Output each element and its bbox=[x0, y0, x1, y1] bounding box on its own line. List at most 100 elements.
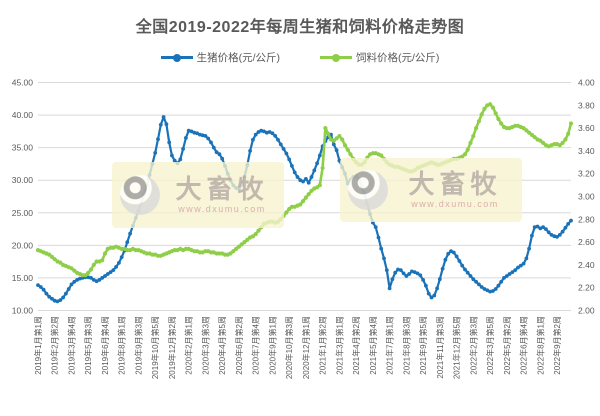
series-point bbox=[167, 140, 172, 145]
dxumu-logo-icon bbox=[348, 170, 388, 210]
series-point bbox=[541, 225, 545, 230]
x-axis-tick: 2022年9月第2周 bbox=[552, 316, 562, 375]
y-axis-right-tick: 3.20 bbox=[578, 169, 595, 179]
series-point bbox=[529, 132, 535, 137]
series-point bbox=[295, 175, 300, 179]
series-point bbox=[546, 230, 551, 235]
x-axis-tick: 2021年1月第2周 bbox=[318, 316, 328, 375]
series-point bbox=[331, 142, 336, 147]
series-point bbox=[424, 283, 428, 288]
series-point bbox=[568, 121, 574, 126]
series-point bbox=[236, 244, 241, 249]
series-point bbox=[426, 291, 431, 296]
series-point bbox=[560, 229, 565, 234]
series-point bbox=[541, 140, 546, 145]
dxumu-logo-icon bbox=[120, 175, 160, 215]
watermark-url: www.dxumu.com bbox=[411, 199, 499, 209]
series-point bbox=[493, 287, 498, 291]
y-axis-left-tick: 30.00 bbox=[12, 175, 34, 185]
legend-label-pig-price: 生猪价格(元/公斤) bbox=[196, 52, 280, 64]
series-point bbox=[454, 254, 459, 259]
series-point bbox=[379, 246, 384, 251]
series-point bbox=[521, 126, 526, 131]
y-axis-right-tick: 2.80 bbox=[578, 214, 595, 224]
series-point bbox=[563, 225, 568, 230]
series-point bbox=[114, 265, 118, 269]
series-point bbox=[102, 251, 108, 256]
series-point bbox=[404, 274, 409, 278]
series-point bbox=[251, 137, 255, 142]
series-point bbox=[462, 152, 468, 157]
series-point bbox=[504, 274, 509, 278]
y-axis-left-tick: 40.00 bbox=[12, 110, 34, 120]
series-point bbox=[117, 261, 121, 265]
series-point bbox=[125, 240, 130, 245]
series-point bbox=[128, 231, 133, 236]
y-axis-right-tick: 3.60 bbox=[578, 123, 595, 133]
series-point bbox=[164, 122, 169, 127]
y-axis-right-tick: 2.40 bbox=[578, 260, 595, 270]
series-point bbox=[312, 168, 317, 173]
series-point bbox=[203, 134, 208, 138]
series-point bbox=[248, 149, 253, 153]
series-point bbox=[490, 105, 495, 110]
series-point bbox=[507, 272, 512, 276]
series-point bbox=[538, 138, 543, 143]
series-point bbox=[64, 291, 68, 296]
series-point bbox=[278, 142, 283, 147]
series-point bbox=[457, 259, 462, 263]
series-point bbox=[309, 175, 314, 179]
series-point bbox=[61, 295, 65, 300]
series-point bbox=[440, 266, 445, 271]
series-point bbox=[47, 294, 52, 299]
series-point bbox=[88, 267, 94, 272]
series-point bbox=[161, 115, 166, 119]
series-point bbox=[418, 273, 423, 278]
series-point bbox=[384, 268, 389, 272]
series-point bbox=[555, 235, 559, 239]
series-point bbox=[407, 272, 411, 276]
series-point bbox=[317, 153, 322, 158]
series-point bbox=[524, 256, 529, 261]
series-point bbox=[69, 282, 74, 287]
x-axis-tick: 2022年3月第5周 bbox=[485, 316, 495, 375]
series-point bbox=[156, 137, 160, 142]
series-point bbox=[315, 161, 319, 166]
x-axis-tick: 2019年1月第1周 bbox=[33, 316, 43, 375]
x-axis-tick: 2020年4月第5周 bbox=[217, 316, 227, 375]
series-point bbox=[493, 111, 498, 116]
series-point bbox=[496, 283, 501, 288]
watermark: 大畜牧 www.dxumu.com bbox=[340, 158, 522, 222]
series-point bbox=[100, 258, 105, 263]
series-point bbox=[44, 291, 49, 296]
x-axis-tick: 2022年5月第2周 bbox=[502, 316, 512, 375]
series-point bbox=[468, 274, 473, 278]
series-point bbox=[474, 279, 478, 284]
series-point bbox=[228, 251, 233, 256]
legend-item-feed-price: 饲料价格(元/公斤) bbox=[320, 50, 439, 65]
series-point bbox=[463, 267, 467, 272]
series-point bbox=[52, 257, 57, 262]
series-point bbox=[58, 260, 63, 265]
x-axis-tick: 2021年12月第5周 bbox=[452, 316, 462, 379]
chart-title: 全国2019-2022年每周生猪和饲料价格走势图 bbox=[135, 19, 465, 36]
x-axis-tick: 2019年2月第2周 bbox=[50, 316, 60, 375]
x-axis-tick: 2021年9月第5周 bbox=[418, 316, 428, 375]
series-point bbox=[557, 143, 562, 148]
series-point bbox=[58, 298, 63, 302]
series-point bbox=[446, 251, 451, 256]
y-axis-left-tick: 25.00 bbox=[12, 208, 34, 218]
series-point bbox=[499, 279, 504, 284]
series-point bbox=[170, 153, 174, 158]
pig-series-line-icon bbox=[160, 53, 193, 62]
watermark-brand: 大畜牧 bbox=[408, 169, 502, 199]
series-point bbox=[557, 233, 562, 237]
series-point bbox=[398, 268, 403, 272]
series-point bbox=[326, 131, 331, 136]
x-axis-tick: 2022年2月第3周 bbox=[468, 316, 478, 375]
x-axis-tick: 2019年10月第5周 bbox=[150, 316, 160, 379]
series-point bbox=[242, 240, 247, 245]
y-axis-right-tick: 3.40 bbox=[578, 146, 595, 156]
series-point bbox=[460, 263, 465, 268]
y-axis-left-tick: 35.00 bbox=[12, 143, 34, 153]
